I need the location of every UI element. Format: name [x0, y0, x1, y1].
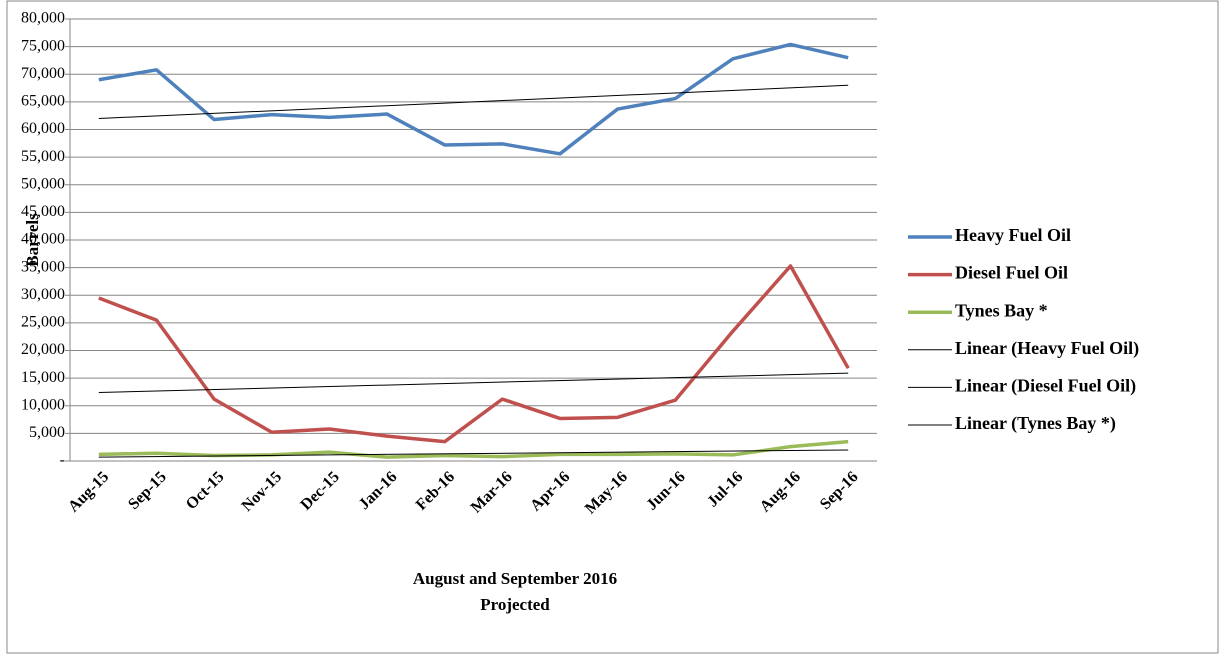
y-tick-label: 70,000: [21, 65, 65, 82]
x-axis-title: Projected: [480, 595, 550, 614]
data-line: [98, 439, 849, 459]
x-tick-label: Sep-16: [817, 468, 862, 513]
trend-line: [98, 372, 849, 393]
y-axis-title: Barrels: [23, 213, 42, 267]
y-tick-label: 45,000: [21, 203, 65, 220]
y-tick-label: 30,000: [21, 286, 65, 303]
x-tick-label: Feb-16: [413, 468, 458, 513]
legend-label: Tynes Bay *: [955, 300, 1048, 320]
y-tick-label: 60,000: [21, 120, 65, 137]
x-tick-label: Aug-16: [757, 468, 804, 515]
legend-label: Linear (Diesel Fuel Oil): [955, 376, 1136, 397]
x-tick-label: Nov-15: [239, 468, 286, 515]
trend-line: [98, 449, 849, 458]
x-axis-title: August and September 2016: [413, 569, 617, 588]
chart-border: [6, 0, 1219, 654]
y-tick-label: 65,000: [21, 93, 65, 110]
x-tick-label: Oct-15: [183, 468, 228, 513]
data-line: [98, 42, 849, 156]
x-tick-label: Dec-15: [297, 468, 342, 513]
y-tick-label: -: [60, 452, 65, 469]
legend-label: Linear (Heavy Fuel Oil): [955, 338, 1139, 359]
y-tick-label: 35,000: [21, 258, 65, 275]
x-tick-label: Sep-15: [125, 468, 170, 513]
y-tick-label: 55,000: [21, 148, 65, 165]
y-tick-label: 5,000: [29, 424, 65, 441]
x-tick-label: Mar-16: [468, 468, 516, 516]
y-tick-label: 50,000: [21, 175, 65, 192]
y-tick-label: 25,000: [21, 314, 65, 331]
y-tick-label: 80,000: [21, 10, 65, 27]
legend-label: Diesel Fuel Oil: [955, 263, 1068, 283]
y-tick-label: 75,000: [21, 37, 65, 54]
legend-label: Linear (Tynes Bay *): [955, 413, 1116, 434]
x-tick-label: Aug-15: [65, 468, 112, 515]
x-tick-label: Apr-16: [527, 468, 573, 514]
data-line: [98, 264, 850, 444]
y-tick-label: 15,000: [21, 369, 65, 386]
y-tick-label: 10,000: [21, 396, 65, 413]
x-tick-label: May-16: [582, 468, 631, 517]
x-tick-label: Jul-16: [704, 468, 746, 510]
y-tick-label: 40,000: [21, 231, 65, 248]
x-tick-label: Jan-16: [356, 468, 401, 513]
x-tick-label: Jun-16: [643, 468, 688, 513]
legend-label: Heavy Fuel Oil: [955, 225, 1071, 245]
y-tick-label: 20,000: [21, 341, 65, 358]
trend-line: [98, 84, 849, 119]
